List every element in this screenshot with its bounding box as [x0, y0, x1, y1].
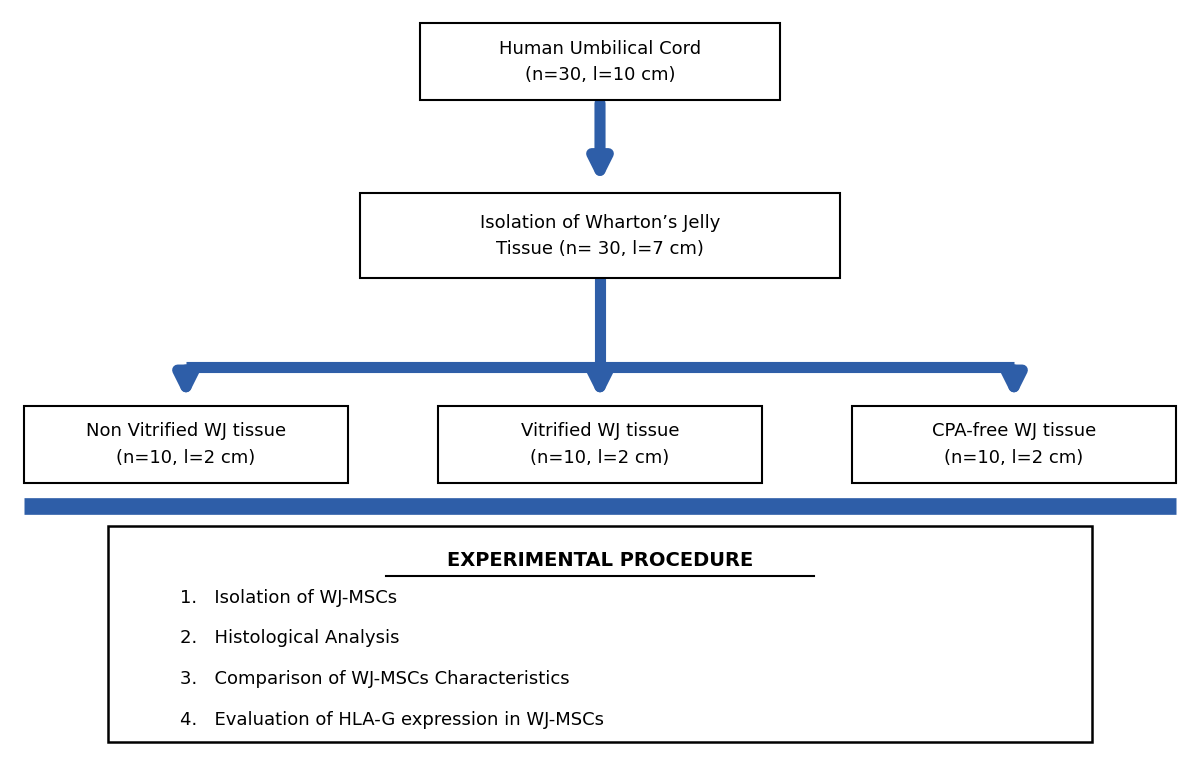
- FancyBboxPatch shape: [108, 526, 1092, 742]
- FancyBboxPatch shape: [24, 406, 348, 483]
- FancyBboxPatch shape: [360, 193, 840, 278]
- Text: Human Umbilical Cord
(n=30, l=10 cm): Human Umbilical Cord (n=30, l=10 cm): [499, 39, 701, 84]
- Text: Vitrified WJ tissue
(n=10, l=2 cm): Vitrified WJ tissue (n=10, l=2 cm): [521, 422, 679, 467]
- Text: Non Vitrified WJ tissue
(n=10, l=2 cm): Non Vitrified WJ tissue (n=10, l=2 cm): [86, 422, 286, 467]
- FancyBboxPatch shape: [852, 406, 1176, 483]
- FancyBboxPatch shape: [438, 406, 762, 483]
- FancyBboxPatch shape: [420, 23, 780, 100]
- Text: 3.   Comparison of WJ-MSCs Characteristics: 3. Comparison of WJ-MSCs Characteristics: [180, 670, 570, 689]
- Text: 4.   Evaluation of HLA-G expression in WJ-MSCs: 4. Evaluation of HLA-G expression in WJ-…: [180, 711, 604, 730]
- Text: Isolation of Wharton’s Jelly
Tissue (n= 30, l=7 cm): Isolation of Wharton’s Jelly Tissue (n= …: [480, 213, 720, 258]
- Text: CPA-free WJ tissue
(n=10, l=2 cm): CPA-free WJ tissue (n=10, l=2 cm): [932, 422, 1096, 467]
- Text: 1.   Isolation of WJ-MSCs: 1. Isolation of WJ-MSCs: [180, 588, 397, 607]
- Text: EXPERIMENTAL PROCEDURE: EXPERIMENTAL PROCEDURE: [446, 551, 754, 570]
- Text: 2.   Histological Analysis: 2. Histological Analysis: [180, 629, 400, 648]
